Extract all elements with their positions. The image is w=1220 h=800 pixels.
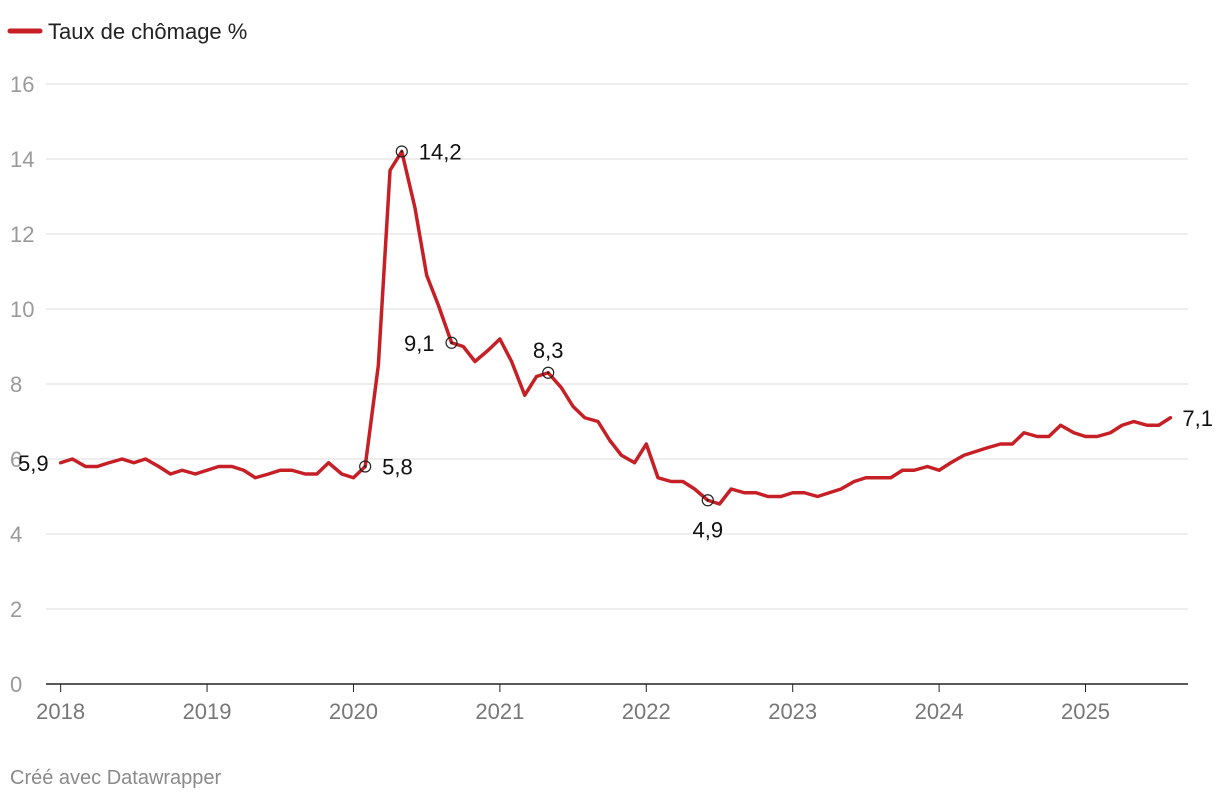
x-tick-label: 2020 <box>329 699 378 724</box>
x-tick-label: 2019 <box>183 699 232 724</box>
annotation-label: 8,3 <box>533 338 564 363</box>
annotation-label: 14,2 <box>419 140 462 165</box>
y-tick-label: 10 <box>10 297 34 322</box>
annotation-marker <box>359 460 372 473</box>
grid <box>46 83 1188 610</box>
annotation-label: 7,1 <box>1182 406 1213 431</box>
annotation-marker <box>701 494 714 507</box>
annotations: 5,9 5,8 14,2 9,1 8,3 4,9 7,1 <box>18 140 1213 543</box>
y-tick-label: 2 <box>10 597 22 622</box>
x-tick-label: 2022 <box>622 699 671 724</box>
x-axis: 2018 2019 2020 2021 2022 2023 2024 2025 <box>36 683 1188 724</box>
annotation-marker-dot <box>706 499 709 502</box>
y-tick-label: 14 <box>10 147 34 172</box>
annotation-label: 5,9 <box>18 451 49 476</box>
annotation-marker-dot <box>400 150 403 153</box>
y-tick-label: 4 <box>10 522 22 547</box>
footer-credit: Créé avec Datawrapper <box>10 767 222 789</box>
y-tick-label: 16 <box>10 72 34 97</box>
x-tick-label: 2023 <box>768 699 817 724</box>
annotation-marker-dot <box>450 341 453 344</box>
x-tick-label: 2025 <box>1061 699 1110 724</box>
y-tick-label: 8 <box>10 372 22 397</box>
annotation-marker <box>395 145 408 158</box>
annotation-label: 9,1 <box>404 331 435 356</box>
annotation-marker <box>445 336 458 349</box>
annotation-marker-dot <box>546 371 550 374</box>
annotation-label: 5,8 <box>382 455 413 480</box>
series-line-unemployment <box>58 149 1173 506</box>
legend: Taux de chômage % <box>7 19 247 44</box>
legend-label: Taux de chômage % <box>48 19 247 44</box>
x-tick-label: 2024 <box>915 699 964 724</box>
x-tick-label: 2021 <box>475 699 524 724</box>
annotation-marker <box>542 366 555 379</box>
y-axis: 0 2 4 6 8 10 12 14 16 <box>10 72 34 697</box>
series-layer <box>58 149 1173 506</box>
x-tick-label: 2018 <box>36 699 85 724</box>
y-tick-label: 0 <box>10 672 22 697</box>
annotation-marker-dot <box>363 465 367 468</box>
annotation-label: 4,9 <box>692 517 723 542</box>
y-tick-label: 6 <box>10 447 22 472</box>
y-tick-label: 12 <box>10 222 34 247</box>
